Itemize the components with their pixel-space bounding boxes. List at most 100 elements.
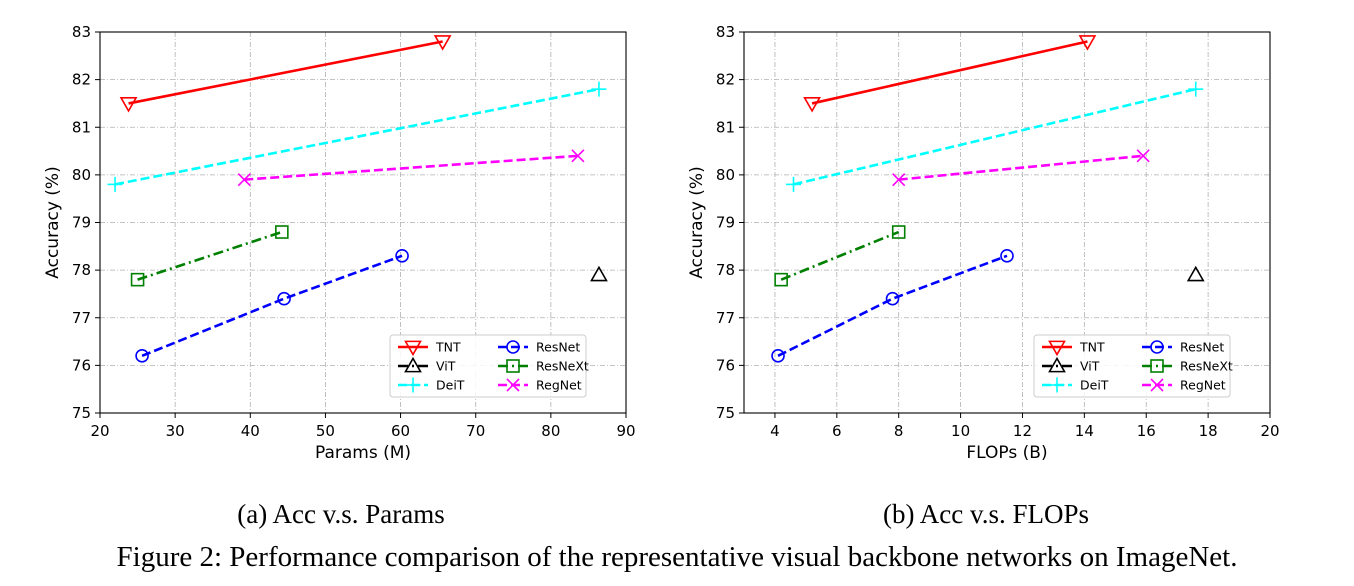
chart0-legend-label-deit: DeiT (436, 378, 465, 393)
chart0-legend-entry-deit: DeiT (398, 377, 465, 393)
chart0-ytick-label-6: 81 (72, 118, 91, 136)
chart1-legend-marker-deit (1049, 377, 1065, 393)
chart0-legend-label-tnt: TNT (435, 340, 461, 355)
chart1-series-resnet-point-2 (1000, 249, 1014, 263)
chart1-series-regnet (892, 149, 1150, 187)
chart0-frame (99, 31, 627, 414)
chart1-legend-label-resnet: ResNet (1180, 340, 1224, 355)
figure-caption: Figure 2: Performance comparison of the … (117, 541, 1238, 573)
chart1-ytick-label-3: 78 (716, 261, 735, 279)
chart1-ytick-label-2: 77 (716, 309, 735, 327)
chart1-series-tnt (803, 35, 1097, 113)
chart1-series-resnext (774, 225, 906, 287)
chart0-xtick-label-7: 90 (616, 422, 635, 440)
chart0-series-vit (590, 265, 608, 282)
chart1-ytick-label-6: 81 (716, 118, 735, 136)
chart0-legend-marker-deit (405, 377, 421, 393)
chart1-series-regnet-line (898, 154, 1144, 181)
chart-acc-vs-flops: 4 6 8 10 12 14 16 18 20 75 76 77 78 79 80 81 82 83 FLOPs (… (687, 23, 1280, 463)
chart0-ytick-label-3: 78 (72, 261, 91, 279)
chart1-series-resnext-point-0 (774, 272, 788, 287)
chart0-series-resnet-line (141, 254, 403, 358)
chart1-xtick-label-0: 4 (770, 422, 780, 440)
chart0-series-resnet (135, 249, 409, 363)
chart0-series-resnet-point-2 (395, 249, 409, 263)
chart0-ytick-label-2: 77 (72, 309, 91, 327)
chart0-xtick-label-6: 80 (541, 422, 560, 440)
chart0-xtick-label-0: 20 (90, 422, 109, 440)
chart1-legend-marker-regnet (1150, 378, 1164, 392)
chart1-xtick-label-4: 12 (1013, 422, 1032, 440)
chart1-legend-label-tnt: TNT (1079, 340, 1105, 355)
chart1-xtick-label-2: 8 (894, 422, 904, 440)
chart0-xtick-label-3: 50 (316, 422, 335, 440)
chart0-series-regnet-line (244, 154, 579, 181)
chart0-xtick-label-1: 30 (166, 422, 185, 440)
chart0-series-resnext (130, 225, 289, 287)
chart1-series-vit (1186, 265, 1205, 282)
chart1-xtick-label-8: 20 (1260, 422, 1279, 440)
chart1-legend-entry-tnt: TNT (1042, 340, 1105, 357)
chart0-xtick-label-5: 70 (466, 422, 485, 440)
chart1-series-deit-line (793, 87, 1197, 186)
chart1-series-resnet-point-1 (885, 291, 900, 306)
chart1-series-tnt-point-0 (803, 97, 821, 113)
chart0-series-resnext-point-1 (275, 225, 289, 239)
chart0-legend-label-vit: ViT (436, 359, 456, 374)
chart0-legend-marker-resnet (506, 340, 520, 354)
chart0-series-resnet-point-1 (277, 291, 291, 306)
chart0-series-regnet-point-0 (237, 173, 251, 187)
chart0-series-resnext-point-0 (130, 272, 145, 287)
chart1-xlabel: FLOPs (B) (966, 443, 1047, 463)
chart1-legend-entry-resnext: ResNeXt (1142, 359, 1233, 374)
chart0-series-deit-point-0 (107, 176, 123, 192)
chart1-legend-label-resnext: ResNeXt (1180, 359, 1233, 374)
subtitle-a: (a) Acc v.s. Params (237, 499, 444, 529)
chart1-series-resnet-line (777, 254, 1008, 358)
chart1-legend-label-vit: ViT (1080, 359, 1100, 374)
chart0-ytick-label-1: 76 (72, 356, 91, 374)
chart1-ytick-label-7: 82 (716, 71, 735, 89)
chart1-xtick-label-7: 18 (1199, 422, 1218, 440)
chart0-series-deit (107, 81, 607, 192)
chart1-legend-entry-vit: ViT (1042, 356, 1100, 374)
chart0-series-deit-line (114, 87, 600, 186)
chart0-series-tnt-point-0 (119, 97, 138, 113)
chart0-xlabel: Params (M) (315, 443, 411, 463)
chart0-ytick-label-5: 80 (72, 166, 91, 184)
chart1-series-tnt-point-1 (1078, 35, 1097, 51)
chart1-xtick-label-5: 14 (1075, 422, 1094, 440)
chart1-legend-entry-deit: DeiT (1042, 377, 1109, 393)
chart1-legend-marker-resnext (1150, 359, 1164, 373)
chart0-legend: TNT ViT DeiT ResNet ResNeXt RegNet (389, 334, 589, 398)
chart1-series-vit-point-0 (1186, 265, 1205, 282)
chart1-ytick-label-1: 76 (716, 356, 735, 374)
chart0-legend-entry-vit: ViT (398, 356, 456, 374)
chart1-series-resnext-line (780, 230, 900, 281)
chart1-series-tnt-line (811, 40, 1088, 105)
chart1-frame (743, 31, 1271, 414)
chart0-xtick-label-2: 40 (241, 422, 260, 440)
chart0-legend-entry-resnext: ResNeXt (498, 359, 589, 374)
chart0-series-regnet-point-1 (571, 149, 585, 163)
chart0-series-tnt-point-1 (433, 35, 452, 51)
chart1-series-regnet-point-1 (1136, 149, 1150, 163)
chart0-ylabel: Accuracy (%) (43, 166, 63, 278)
chart1-legend-label-regnet: RegNet (1180, 378, 1226, 393)
chart0-legend-label-resnext: ResNeXt (536, 359, 589, 374)
chart1-xtick-label-3: 10 (951, 422, 970, 440)
chart0-ytick-label-8: 83 (72, 23, 91, 41)
chart1-ytick-label-0: 75 (716, 404, 735, 422)
chart0-series-regnet (237, 149, 585, 187)
chart0-series-resnext-line (137, 230, 283, 281)
chart1-series-deit-point-1 (1188, 81, 1204, 97)
chart0-legend-entry-resnet: ResNet (498, 340, 580, 355)
chart1-series-regnet-point-0 (892, 173, 906, 187)
chart1-xtick-label-1: 6 (832, 422, 842, 440)
chart0-legend-marker-vit (404, 356, 422, 373)
chart0-legend-marker-resnext (506, 359, 520, 373)
subtitle-b: (b) Acc v.s. FLOPs (883, 499, 1089, 529)
chart1-ytick-label-5: 80 (716, 166, 735, 184)
chart1-legend-entry-regnet: RegNet (1142, 378, 1226, 393)
